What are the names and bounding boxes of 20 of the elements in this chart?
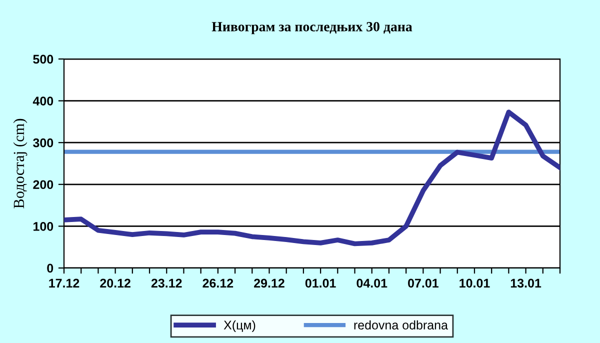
x-tick-label: 13.01 [510,278,542,288]
y-tick-label: 500 [33,54,54,64]
legend-label: redovna odbrana [354,320,448,330]
x-tick-label: 04.01 [356,278,388,288]
x-tick-label: 07.01 [408,278,438,288]
y-tick-label: 300 [33,138,54,148]
x-tick-label: 01.01 [305,278,336,288]
y-tick-label: 200 [33,180,54,190]
y-tick-label: 400 [32,96,54,106]
x-tick-label: 17.12 [49,278,80,288]
x-tick-label: 23.12 [151,278,182,288]
x-tick-label: 26.12 [202,278,234,288]
x-tick-label: 20.12 [100,278,130,288]
y-tick-label: 100 [34,222,54,231]
y-axis-title: Водостај (cm) [13,118,28,208]
y-tick-label: 0 [47,264,54,273]
x-tick-label: 29.12 [254,278,284,288]
x-tick-label: 10.01 [460,278,490,288]
chart-title: Нивограм за последњих 30 дана [212,22,412,34]
legend-label: X(цм) [224,320,256,332]
